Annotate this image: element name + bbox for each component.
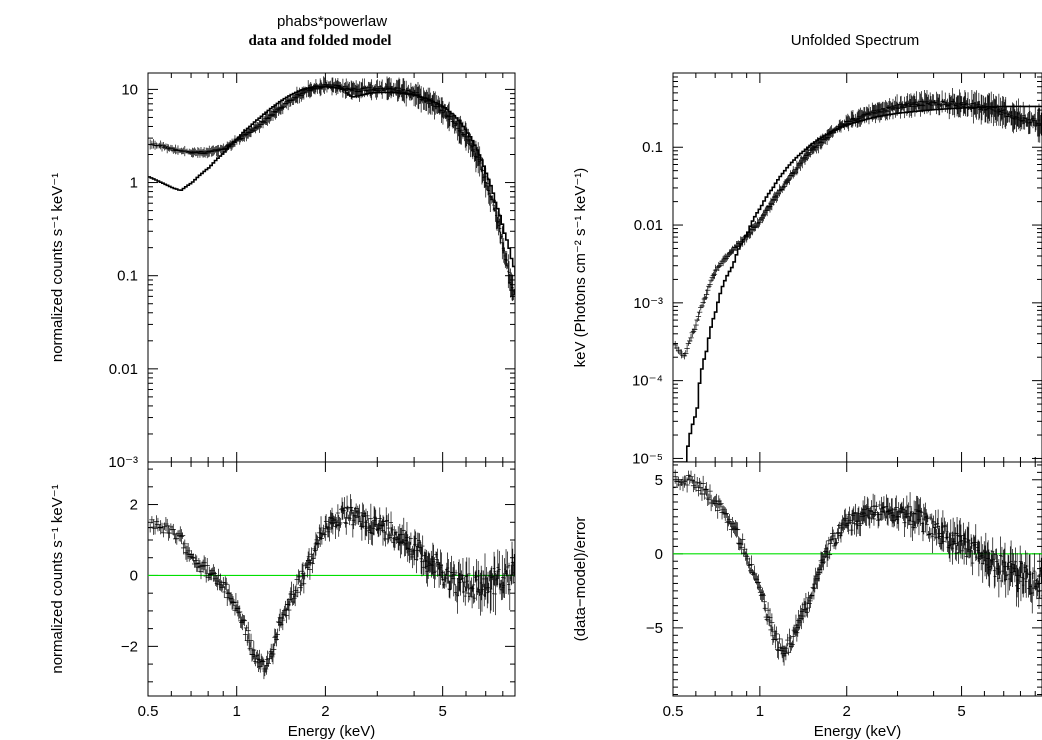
- chart-panel-right: Unfolded Spectrum 0.1 0.01 10⁻³ 10⁻⁴ 10⁻⁵ keV …: [572, 32, 1042, 740]
- chart-subtitle: data and folded model: [249, 33, 392, 49]
- plot-frame: [672, 72, 1042, 463]
- y-axis-label: normalized counts s⁻¹ keV⁻¹: [49, 484, 66, 673]
- plot-content: [673, 469, 1042, 666]
- model-line: [673, 105, 1042, 462]
- y-tick-label: 0.01: [634, 217, 663, 234]
- x-tick-label: 0.5: [663, 703, 684, 720]
- plot-content: [148, 494, 515, 680]
- y-axis-label: keV (Photons cm⁻² s⁻¹ keV⁻¹): [572, 168, 589, 368]
- plot-content: [673, 88, 1042, 462]
- y-tick-label: 1: [130, 175, 138, 192]
- plot-top: 10 1 0.1 0.01 10⁻³ normalized counts s⁻¹ keV⁻…: [49, 72, 516, 471]
- y-tick-label: 10: [121, 81, 138, 98]
- y-tick-label: 0.01: [109, 361, 138, 378]
- data-points: [673, 88, 1042, 360]
- x-tick-label: 5: [957, 703, 965, 720]
- residual-points: [673, 469, 1042, 666]
- x-tick-label: 5: [438, 703, 446, 720]
- y-tick-label: 2: [130, 497, 138, 514]
- chart-title: Unfolded Spectrum: [791, 32, 919, 49]
- y-axis-label: (data−model)/error: [572, 517, 589, 642]
- plot-bottom: 5 0 −5 (data−model)/error: [572, 461, 1042, 697]
- y-tick-label: 0: [130, 567, 138, 584]
- y-tick-label: 0.1: [642, 139, 663, 156]
- x-tick-label: 1: [233, 703, 241, 720]
- residual-points: [148, 494, 515, 680]
- x-tick-label: 0.5: [138, 703, 159, 720]
- x-tick-label: 2: [843, 703, 851, 720]
- y-tick-label: 0: [655, 546, 663, 563]
- plot-top: 0.1 0.01 10⁻³ 10⁻⁴ 10⁻⁵ keV (Photons cm⁻² s⁻¹…: [572, 72, 1042, 467]
- x-axis-label: Energy (keV): [814, 723, 902, 740]
- plot-content: [148, 76, 515, 304]
- y-tick-label: 0.1: [117, 268, 138, 285]
- x-axis-label: Energy (keV): [288, 723, 376, 740]
- model-line: [148, 85, 515, 276]
- y-tick-label: 5: [655, 472, 663, 489]
- y-tick-label: 10⁻⁵: [632, 450, 663, 467]
- y-tick-label: 10⁻³: [108, 454, 138, 471]
- data-points: [148, 76, 515, 304]
- y-tick-label: −5: [646, 620, 663, 637]
- plot-frame: [672, 461, 1042, 697]
- chart-title: phabs*powerlaw: [277, 13, 387, 30]
- y-tick-label: 10⁻⁴: [632, 373, 663, 390]
- plot-bottom: 2 0 −2 normalized counts s⁻¹ keV⁻¹: [49, 461, 516, 697]
- x-tick-label: 2: [321, 703, 329, 720]
- y-axis-label: normalized counts s⁻¹ keV⁻¹: [49, 173, 66, 362]
- y-tick-label: −2: [121, 638, 138, 655]
- y-tick-label: 10⁻³: [633, 295, 663, 312]
- x-tick-label: 1: [756, 703, 764, 720]
